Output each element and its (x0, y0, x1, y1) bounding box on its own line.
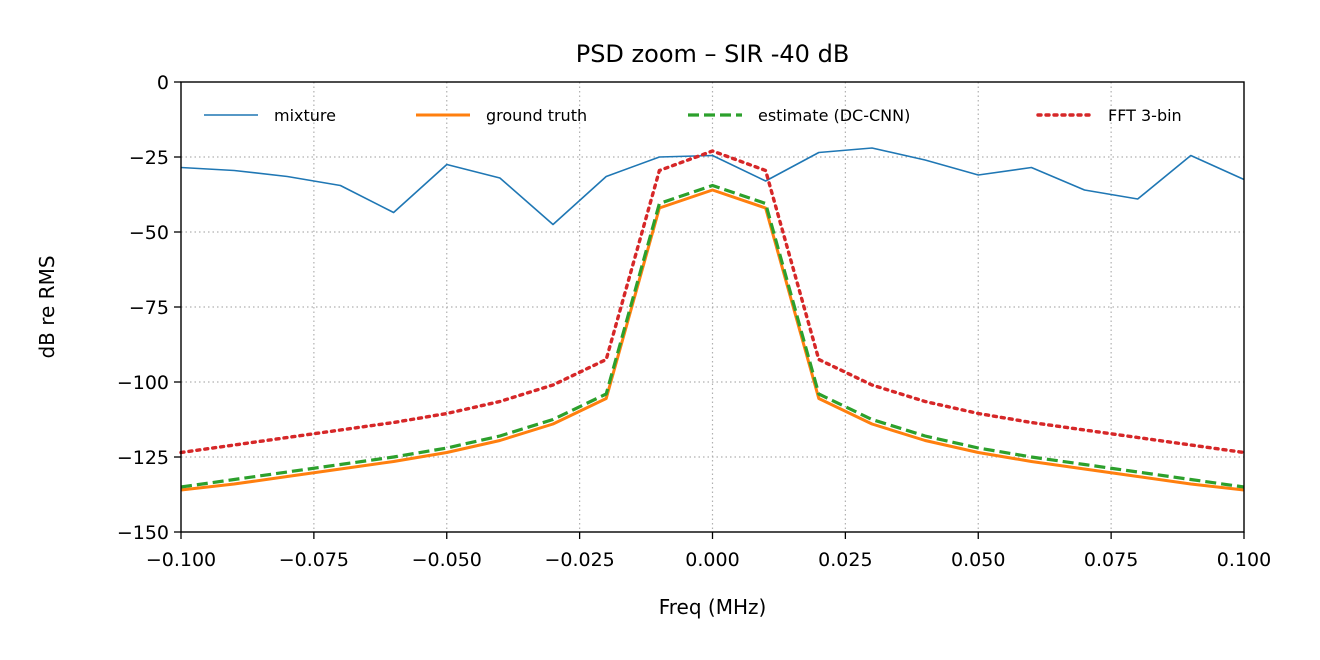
legend-label-fft-3-bin: FFT 3-bin (1108, 106, 1182, 125)
y-axis-label: dB re RMS (35, 255, 59, 358)
x-tick-label: 0.025 (818, 549, 872, 571)
x-tick-label: −0.025 (544, 549, 614, 571)
series-lines (179, 147, 1246, 492)
x-tick-label: 0.000 (685, 549, 739, 571)
y-tick-label: −25 (129, 147, 169, 169)
series-line-fft-3-bin (179, 149, 1246, 455)
series-line-mixture (180, 147, 1245, 226)
legend-label-mixture: mixture (274, 106, 336, 125)
series-line-ground-truth (180, 188, 1245, 492)
x-tick-label: 0.050 (951, 549, 1005, 571)
y-tick-label: −100 (117, 372, 169, 394)
y-tick-label: −150 (117, 522, 169, 544)
x-tick-label: 0.100 (1217, 549, 1271, 571)
x-tick-label: 0.075 (1084, 549, 1138, 571)
series-line-estimate-dc-cnn (180, 183, 1245, 489)
axis-ticks: −0.100 −0.075 −0.050 −0.025 0.000 0.025 0.050 0… (117, 72, 1271, 571)
y-tick-label: −50 (129, 222, 169, 244)
x-axis-label: Freq (MHz) (659, 595, 767, 619)
legend: mixture ground truth estimate (DC-CNN) FFT … (204, 106, 1182, 125)
x-tick-label: −0.100 (146, 549, 216, 571)
y-tick-label: −75 (129, 297, 169, 319)
y-tick-label: −125 (117, 447, 169, 469)
x-tick-label: −0.050 (412, 549, 482, 571)
chart-title: PSD zoom – SIR -40 dB (576, 40, 850, 68)
grid-lines (181, 82, 1244, 532)
x-tick-label: −0.075 (279, 549, 349, 571)
legend-label-estimate-dc-cnn: estimate (DC-CNN) (758, 106, 910, 125)
legend-label-ground-truth: ground truth (486, 106, 587, 125)
y-tick-label: 0 (157, 72, 169, 94)
